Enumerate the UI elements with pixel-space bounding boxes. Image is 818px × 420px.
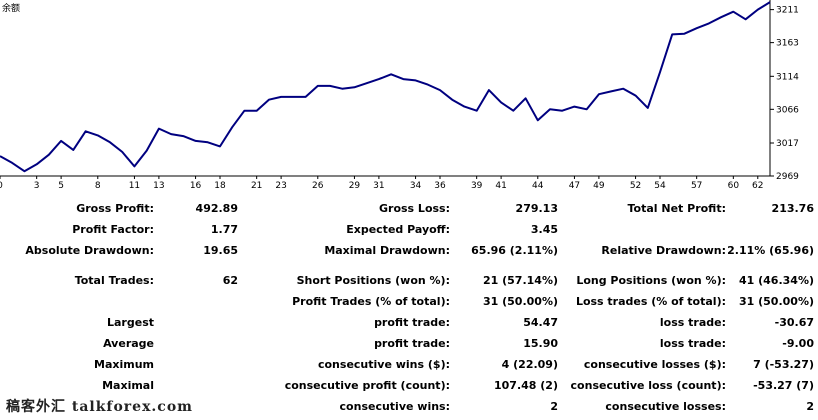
y-tick-label: 3114: [776, 72, 799, 82]
x-tick-label: 44: [532, 181, 544, 190]
maximal-consec-profit-value: 107.48 (2): [494, 379, 558, 392]
average-label: Average: [103, 337, 154, 350]
x-tick-label: 34: [410, 181, 422, 190]
x-tick-label: 18: [214, 181, 226, 190]
x-tick-label: 31: [373, 181, 384, 190]
balance-chart-svg: 余额 2969 3017 3066 3114 3163 3211 0 3 5 8 11 13 16 18 21…: [0, 0, 799, 190]
y-tick-label: 3066: [776, 105, 799, 115]
balance-line: [0, 1, 771, 173]
x-tick-label: 26: [312, 181, 324, 190]
x-tick-label: 5: [58, 181, 64, 190]
x-tick-label: 29: [349, 181, 361, 190]
maximal-consec-profit-label: consecutive profit (count):: [284, 379, 450, 392]
largest-loss-value: -30.67: [774, 316, 814, 329]
x-tick-label: 47: [569, 181, 580, 190]
x-tick-label: 60: [728, 181, 740, 190]
average-loss-value: -9.00: [782, 337, 814, 350]
x-tick-label: 11: [129, 181, 140, 190]
total-trades-value: 62: [222, 274, 238, 287]
average-profit-label: profit trade:: [374, 337, 450, 350]
y-tick-label: 3163: [776, 39, 799, 49]
average-loss-label: loss trade:: [659, 337, 726, 350]
avg-consec-wins-value: 2: [550, 400, 558, 413]
absolute-drawdown-value: 19.65: [203, 244, 238, 257]
gross-profit-value: 492.89: [195, 202, 238, 215]
x-tick-label: 8: [95, 181, 101, 190]
x-tick-label: 54: [654, 181, 666, 190]
x-tick-label: 36: [434, 181, 446, 190]
x-tick-label: 57: [691, 181, 702, 190]
profit-factor-label: Profit Factor:: [72, 223, 154, 236]
profit-factor-value: 1.77: [210, 223, 238, 236]
gross-profit-label: Gross Profit:: [76, 202, 154, 215]
x-tick-label: 39: [471, 181, 483, 190]
short-positions-label: Short Positions (won %):: [296, 274, 450, 287]
x-tick-label: 21: [251, 181, 262, 190]
maximal-drawdown-value: 65.96 (2.11%): [471, 244, 558, 257]
max-consec-wins-value: 4 (22.09): [501, 358, 558, 371]
x-tick-label: 13: [153, 181, 164, 190]
relative-drawdown-label: Relative Drawdown:: [601, 244, 726, 257]
x-tick-label: 62: [752, 181, 763, 190]
y-axis-label: 余额: [2, 2, 20, 14]
balance-chart: 余额 2969 3017 3066 3114 3163 3211 0 3 5 8 11 13 16 18 21…: [0, 0, 818, 190]
avg-consec-wins-label: consecutive wins:: [339, 400, 450, 413]
x-tick-label: 0: [0, 181, 3, 190]
maximal-label: Maximal: [102, 379, 154, 392]
largest-loss-label: loss trade:: [659, 316, 726, 329]
total-net-profit-value: 213.76: [771, 202, 814, 215]
x-tick-label: 49: [593, 181, 605, 190]
maximal-consec-loss-label: consecutive loss (count):: [570, 379, 726, 392]
long-positions-value: 41 (46.34%): [738, 274, 814, 287]
maximal-drawdown-label: Maximal Drawdown:: [324, 244, 450, 257]
largest-label: Largest: [107, 316, 154, 329]
profit-trades-label: Profit Trades (% of total):: [292, 295, 450, 308]
short-positions-value: 21 (57.14%): [482, 274, 558, 287]
largest-profit-label: profit trade:: [374, 316, 450, 329]
y-tick-label: 2969: [776, 172, 799, 182]
total-net-profit-label: Total Net Profit:: [627, 202, 727, 215]
max-consec-losses-label: consecutive losses ($):: [583, 358, 726, 371]
gross-loss-value: 279.13: [515, 202, 558, 215]
y-tick-label: 3211: [776, 6, 799, 16]
expected-payoff-label: Expected Payoff:: [346, 223, 450, 236]
x-tick-label: 23: [275, 181, 286, 190]
profit-trades-value: 31 (50.00%): [482, 295, 558, 308]
x-tick-label: 41: [495, 181, 506, 190]
avg-consec-losses-value: 2: [806, 400, 814, 413]
gross-loss-label: Gross Loss:: [379, 202, 450, 215]
y-tick-label: 3017: [776, 139, 799, 149]
maximum-label: Maximum: [94, 358, 154, 371]
average-profit-value: 15.90: [523, 337, 558, 350]
avg-consec-losses-label: consecutive losses:: [605, 400, 726, 413]
largest-profit-value: 54.47: [523, 316, 558, 329]
x-tick-label: 52: [630, 181, 641, 190]
max-consec-wins-label: consecutive wins ($):: [317, 358, 450, 371]
watermark: 稿客外汇 talkforex.com: [6, 399, 193, 415]
total-trades-label: Total Trades:: [74, 274, 154, 287]
absolute-drawdown-label: Absolute Drawdown:: [25, 244, 154, 257]
maximal-consec-loss-value: -53.27 (7): [753, 379, 814, 392]
max-consec-losses-value: 7 (-53.27): [753, 358, 814, 371]
loss-trades-label: Loss trades (% of total):: [575, 295, 726, 308]
expected-payoff-value: 3.45: [530, 223, 558, 236]
x-tick-label: 16: [190, 181, 202, 190]
x-tick-label: 3: [34, 181, 40, 190]
long-positions-label: Long Positions (won %):: [576, 274, 726, 287]
relative-drawdown-value: 2.11% (65.96): [727, 244, 814, 257]
loss-trades-value: 31 (50.00%): [738, 295, 814, 308]
